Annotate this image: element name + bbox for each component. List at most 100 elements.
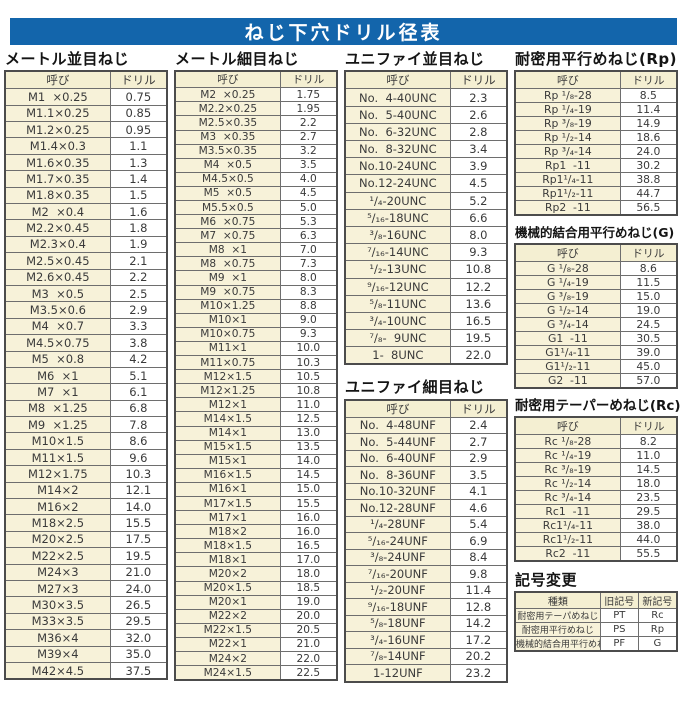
value-cell: 14.5 (619, 462, 678, 478)
value-cell: 18.0 (619, 476, 678, 492)
value-cell: 18.5 (279, 580, 338, 596)
value-cell: 7.0 (279, 242, 338, 258)
table-row: Rp1 -11 30.2 (514, 158, 678, 174)
designation-cell: No. 6-32UNC (344, 122, 451, 142)
value-cell: 11.5 (619, 274, 678, 290)
table-row: Rc ¹/₄-19 11.0 (514, 448, 678, 464)
table-row: No.10-32UNF 4.1 (344, 482, 508, 501)
metric-fine-table: 呼び ドリル M2 ×0.25 1.75 M2.2×0.25 1.95 M2.5×0.35 2… (174, 70, 338, 682)
value-cell: 14.9 (619, 116, 678, 132)
g-table: 呼び ドリル G ¹/₈-28 8.6 G ¹/₄-19 11.5 G ³/₈-19 15.0… (514, 242, 678, 389)
designation-cell: ⁹/₁₆-12UNC (344, 277, 451, 296)
value-cell: 14.0 (279, 453, 338, 469)
column-header: 呼び (514, 416, 621, 436)
table-row: ¹/₄-28UNF 5.4 (344, 515, 508, 534)
designation-cell: ⁹/₁₆-18UNF (344, 598, 451, 616)
table-row: Rc2 -11 55.5 (514, 546, 678, 562)
designation-cell: Rp1¹/₄-11 (514, 172, 621, 188)
table-row: M9 ×0.75 8.3 (174, 284, 338, 300)
table-row: ³/₈-24UNF 8.4 (344, 548, 508, 567)
value-cell: 16.0 (279, 524, 338, 540)
column-header: ドリル (619, 243, 678, 262)
table-row: M33×3.5 29.5 (4, 612, 168, 631)
table-row: Rp ³/₈-19 14.9 (514, 116, 678, 132)
value-cell: 12.8 (449, 598, 508, 616)
designation-cell: ¹/₂-20UNF (344, 581, 451, 600)
value-cell: 2.3 (449, 88, 508, 107)
section-title-unified-fine: ユニファイ細目ねじ (345, 378, 485, 397)
table-row: Rp ³/₄-14 24.0 (514, 144, 678, 160)
table-row: Rc ¹/₂-14 18.0 (514, 476, 678, 492)
value-cell: 35.0 (109, 645, 168, 663)
table-row: M2.6×0.45 2.2 (4, 268, 168, 286)
table-row: G1¹/₄-11 39.0 (514, 344, 678, 360)
value-cell: 1.1 (109, 137, 168, 155)
designation-cell: ³/₄-10UNC (344, 311, 451, 331)
value-cell: 10.5 (279, 369, 338, 385)
designation-cell: 1- 8UNC (344, 346, 451, 365)
designation-cell: M4 ×0.7 (4, 317, 111, 336)
value-cell: 21.0 (279, 636, 338, 653)
designation-cell: M22×2 (174, 608, 281, 624)
value-cell: 2.4 (449, 416, 508, 435)
table-row: M42×4.5 37.5 (4, 661, 168, 680)
table-row: M15×1 14.0 (174, 453, 338, 469)
rc-table: 呼び ドリル Rc ¹/₈-28 8.2 Rc ¹/₄-19 11.0 Rc ³/₈-19 1… (514, 416, 678, 563)
designation-cell: No. 5-40UNC (344, 105, 451, 124)
designation-cell: M2 ×0.4 (4, 202, 111, 221)
table-row: M20×2 18.0 (174, 566, 338, 582)
value-cell: 2.9 (449, 449, 508, 468)
designation-cell: 1-12UNF (344, 664, 451, 683)
designation-cell: M12×1.75 (4, 465, 111, 483)
table-row: M27×3 24.0 (4, 579, 168, 598)
table-row: M20×2.5 17.5 (4, 530, 168, 549)
value-cell: 2.8 (449, 122, 508, 142)
table-row: M5.5×0.5 5.0 (174, 199, 338, 216)
designation-cell: 機械的結合用平行めねじ (514, 636, 601, 652)
value-cell: 3.5 (449, 466, 508, 484)
value-cell: 55.5 (619, 546, 678, 562)
value-cell: 17.0 (279, 552, 338, 568)
value-cell: 8.6 (109, 432, 168, 450)
value-cell: 30.2 (619, 158, 678, 174)
metric-coarse-table: 呼び ドリル M1 ×0.25 0.75 M1.1×0.25 0.85 M1.2×0.25 0… (4, 70, 168, 681)
table-row: M1.1×0.25 0.85 (4, 104, 168, 123)
value-cell: 7.3 (279, 256, 338, 272)
table-row: M12×1.75 10.3 (4, 465, 168, 483)
value-cell: 1.4 (109, 170, 168, 188)
value-cell: 10.3 (279, 355, 338, 371)
designation-cell: ⁵/₈-18UNF (344, 614, 451, 633)
designation-cell: M1.8×0.35 (4, 186, 111, 204)
table-row: M7 ×1 6.1 (4, 383, 168, 401)
table-row: M17×1 16.0 (174, 510, 338, 526)
column-header: 呼び (514, 70, 621, 90)
designation-cell: M16×1 (174, 481, 281, 497)
value-cell: 9.8 (449, 565, 508, 583)
table-row: ⁷/₈-14UNF 20.2 (344, 647, 508, 666)
designation-cell: Rp1¹/₂-11 (514, 186, 621, 202)
column-metric-coarse: メートル並目ねじ 呼び ドリル M1 ×0.25 0.75 M1.1×0.25 0.85 M… (4, 48, 168, 681)
table-row: M1.2×0.25 0.95 (4, 121, 168, 139)
value-cell: 9.6 (109, 448, 168, 467)
value-cell: 19.5 (109, 547, 168, 565)
section-title-rc: 耐密用テーパーめねじ(Rc) (515, 397, 681, 414)
table-row: M18×1 17.0 (174, 552, 338, 568)
designation-cell: M5.5×0.5 (174, 199, 281, 216)
value-cell: 22.0 (449, 346, 508, 365)
value-cell: 44.7 (619, 186, 678, 202)
designation-cell: M2.5×0.45 (4, 252, 111, 270)
table-row: ⁹/₁₆-18UNF 12.8 (344, 598, 508, 616)
designation-cell: M1.1×0.25 (4, 104, 111, 123)
value-cell: 9.0 (279, 312, 338, 328)
table-row: M10×0.75 9.3 (174, 326, 338, 342)
table-row: G1 -11 30.5 (514, 330, 678, 346)
designation-cell: 耐密用平行めねじ (514, 622, 601, 638)
designation-cell: ⁷/₈- 9UNC (344, 329, 451, 348)
designation-cell: M18×2.5 (4, 514, 111, 532)
table-row: ⁵/₁₆-24UNF 6.9 (344, 532, 508, 550)
value-cell: 32.0 (109, 629, 168, 647)
table-row: 1- 8UNC 22.0 (344, 346, 508, 365)
table-row: M11×0.75 10.3 (174, 355, 338, 371)
designation-cell: M11×1 (174, 340, 281, 357)
designation-cell: No. 4-48UNF (344, 416, 451, 435)
